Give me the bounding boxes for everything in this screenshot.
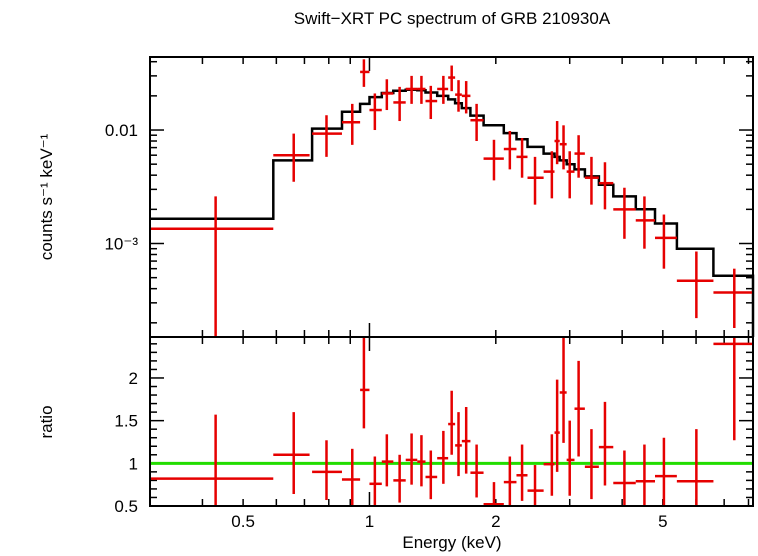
ratio-data-point bbox=[470, 444, 484, 498]
spectrum-data-point bbox=[405, 75, 418, 104]
ratio-data-points bbox=[150, 337, 753, 506]
ratio-data-point bbox=[635, 444, 656, 506]
spectrum-data-point bbox=[437, 75, 449, 104]
x-tick-label: 2 bbox=[491, 512, 500, 531]
spectrum-data-point bbox=[470, 103, 484, 142]
ratio-data-point bbox=[425, 450, 438, 500]
spectrum-y-axis-label: counts s⁻¹ keV⁻¹ bbox=[37, 133, 56, 260]
x-tick-label: 0.5 bbox=[231, 512, 255, 531]
ratio-data-point bbox=[543, 434, 555, 496]
ratio-data-point bbox=[503, 456, 517, 506]
spectrum-data-point bbox=[312, 115, 342, 157]
ratio-data-point bbox=[360, 337, 370, 429]
x-tick-labels: 0.5 1 2 5 bbox=[231, 512, 667, 531]
spectrum-data-point bbox=[713, 268, 753, 329]
spectrum-data-point bbox=[655, 214, 677, 269]
spectrum-data-point bbox=[554, 121, 560, 165]
spectrum-data-point bbox=[369, 93, 382, 131]
x-tick-label: 1 bbox=[365, 512, 374, 531]
ratio-data-point bbox=[584, 429, 599, 500]
ratio-data-point bbox=[676, 429, 714, 506]
spectrum-data-point bbox=[574, 135, 585, 178]
ratio-data-point bbox=[437, 430, 449, 484]
spectrum-data-point bbox=[483, 139, 504, 181]
spectrum-panel: 10⁻³ 0.01 counts s⁻¹ keV⁻¹ bbox=[37, 56, 755, 338]
spectrum-data-point bbox=[273, 133, 310, 182]
spectrum-data-point bbox=[598, 162, 614, 210]
ratio-frame bbox=[149, 336, 754, 507]
spectrum-data-point bbox=[455, 80, 462, 112]
spectrum-data-point bbox=[676, 251, 714, 319]
spectrum-data-point bbox=[448, 65, 456, 92]
spectrum-axis-ticks bbox=[149, 57, 753, 337]
spectrum-data-point bbox=[381, 79, 394, 111]
ratio-data-point bbox=[312, 440, 342, 501]
ratio-data-point bbox=[405, 433, 418, 485]
spectrum-data-point bbox=[613, 187, 636, 239]
ratio-data-point bbox=[713, 337, 753, 441]
spectrum-data-point bbox=[584, 156, 599, 205]
spectrum-data-point bbox=[635, 196, 656, 249]
spectrum-data-point bbox=[461, 81, 471, 114]
ratio-data-point bbox=[516, 444, 528, 501]
ratio-data-point bbox=[448, 390, 456, 455]
spectrum-data-point bbox=[527, 156, 544, 205]
ratio-panel: 0.5 1 1.5 2 0.5 1 2 5 ratio bbox=[37, 336, 754, 531]
ratio-data-point bbox=[613, 450, 636, 506]
spectrum-data-point bbox=[360, 59, 370, 87]
y-tick-label: 2 bbox=[129, 369, 138, 388]
spectrum-data-point bbox=[150, 196, 274, 337]
ratio-data-point bbox=[574, 360, 585, 457]
ratio-data-point bbox=[527, 465, 544, 506]
spectrum-data-point bbox=[425, 85, 438, 120]
spectrum-data-point bbox=[516, 138, 528, 178]
ratio-data-point bbox=[393, 454, 406, 503]
spectrum-data-point bbox=[503, 131, 517, 170]
ratio-data-point bbox=[598, 401, 614, 486]
y-tick-label: 1.5 bbox=[114, 412, 138, 431]
spectrum-data-point bbox=[393, 86, 406, 122]
ratio-data-point bbox=[554, 379, 560, 472]
ratio-data-point bbox=[341, 448, 361, 506]
ratio-data-point bbox=[559, 337, 567, 443]
spectrum-data-point bbox=[559, 125, 567, 170]
ratio-data-point bbox=[461, 406, 471, 474]
y-tick-label: 10⁻³ bbox=[104, 235, 138, 254]
ratio-data-point bbox=[455, 412, 462, 477]
spectrum-data-point bbox=[543, 151, 555, 199]
y-tick-label: 1 bbox=[129, 454, 138, 473]
model-step-line bbox=[150, 88, 755, 337]
ratio-data-point bbox=[566, 420, 575, 496]
spectrum-data-points bbox=[150, 59, 753, 337]
ratio-data-point bbox=[273, 412, 310, 495]
ratio-data-point bbox=[417, 435, 426, 487]
y-tick-label: 0.5 bbox=[114, 497, 138, 516]
ratio-data-point bbox=[655, 437, 677, 506]
ratio-y-axis-label: ratio bbox=[37, 405, 56, 438]
spectrum-data-point bbox=[566, 151, 575, 199]
x-tick-label: 5 bbox=[658, 512, 667, 531]
spectrum-y-tick-labels: 10⁻³ 0.01 bbox=[104, 121, 138, 253]
chart-title: Swift−XRT PC spectrum of GRB 210930A bbox=[294, 9, 611, 28]
y-tick-label: 0.01 bbox=[105, 121, 138, 140]
ratio-data-point bbox=[381, 434, 394, 487]
ratio-data-point bbox=[369, 456, 382, 506]
spectrum-data-point bbox=[417, 75, 426, 104]
ratio-y-tick-labels: 0.5 1 1.5 2 bbox=[114, 369, 138, 516]
ratio-data-point bbox=[483, 482, 504, 506]
spectrum-data-point bbox=[341, 103, 361, 145]
ratio-data-point bbox=[150, 414, 274, 506]
x-axis-label: Energy (keV) bbox=[402, 533, 501, 552]
